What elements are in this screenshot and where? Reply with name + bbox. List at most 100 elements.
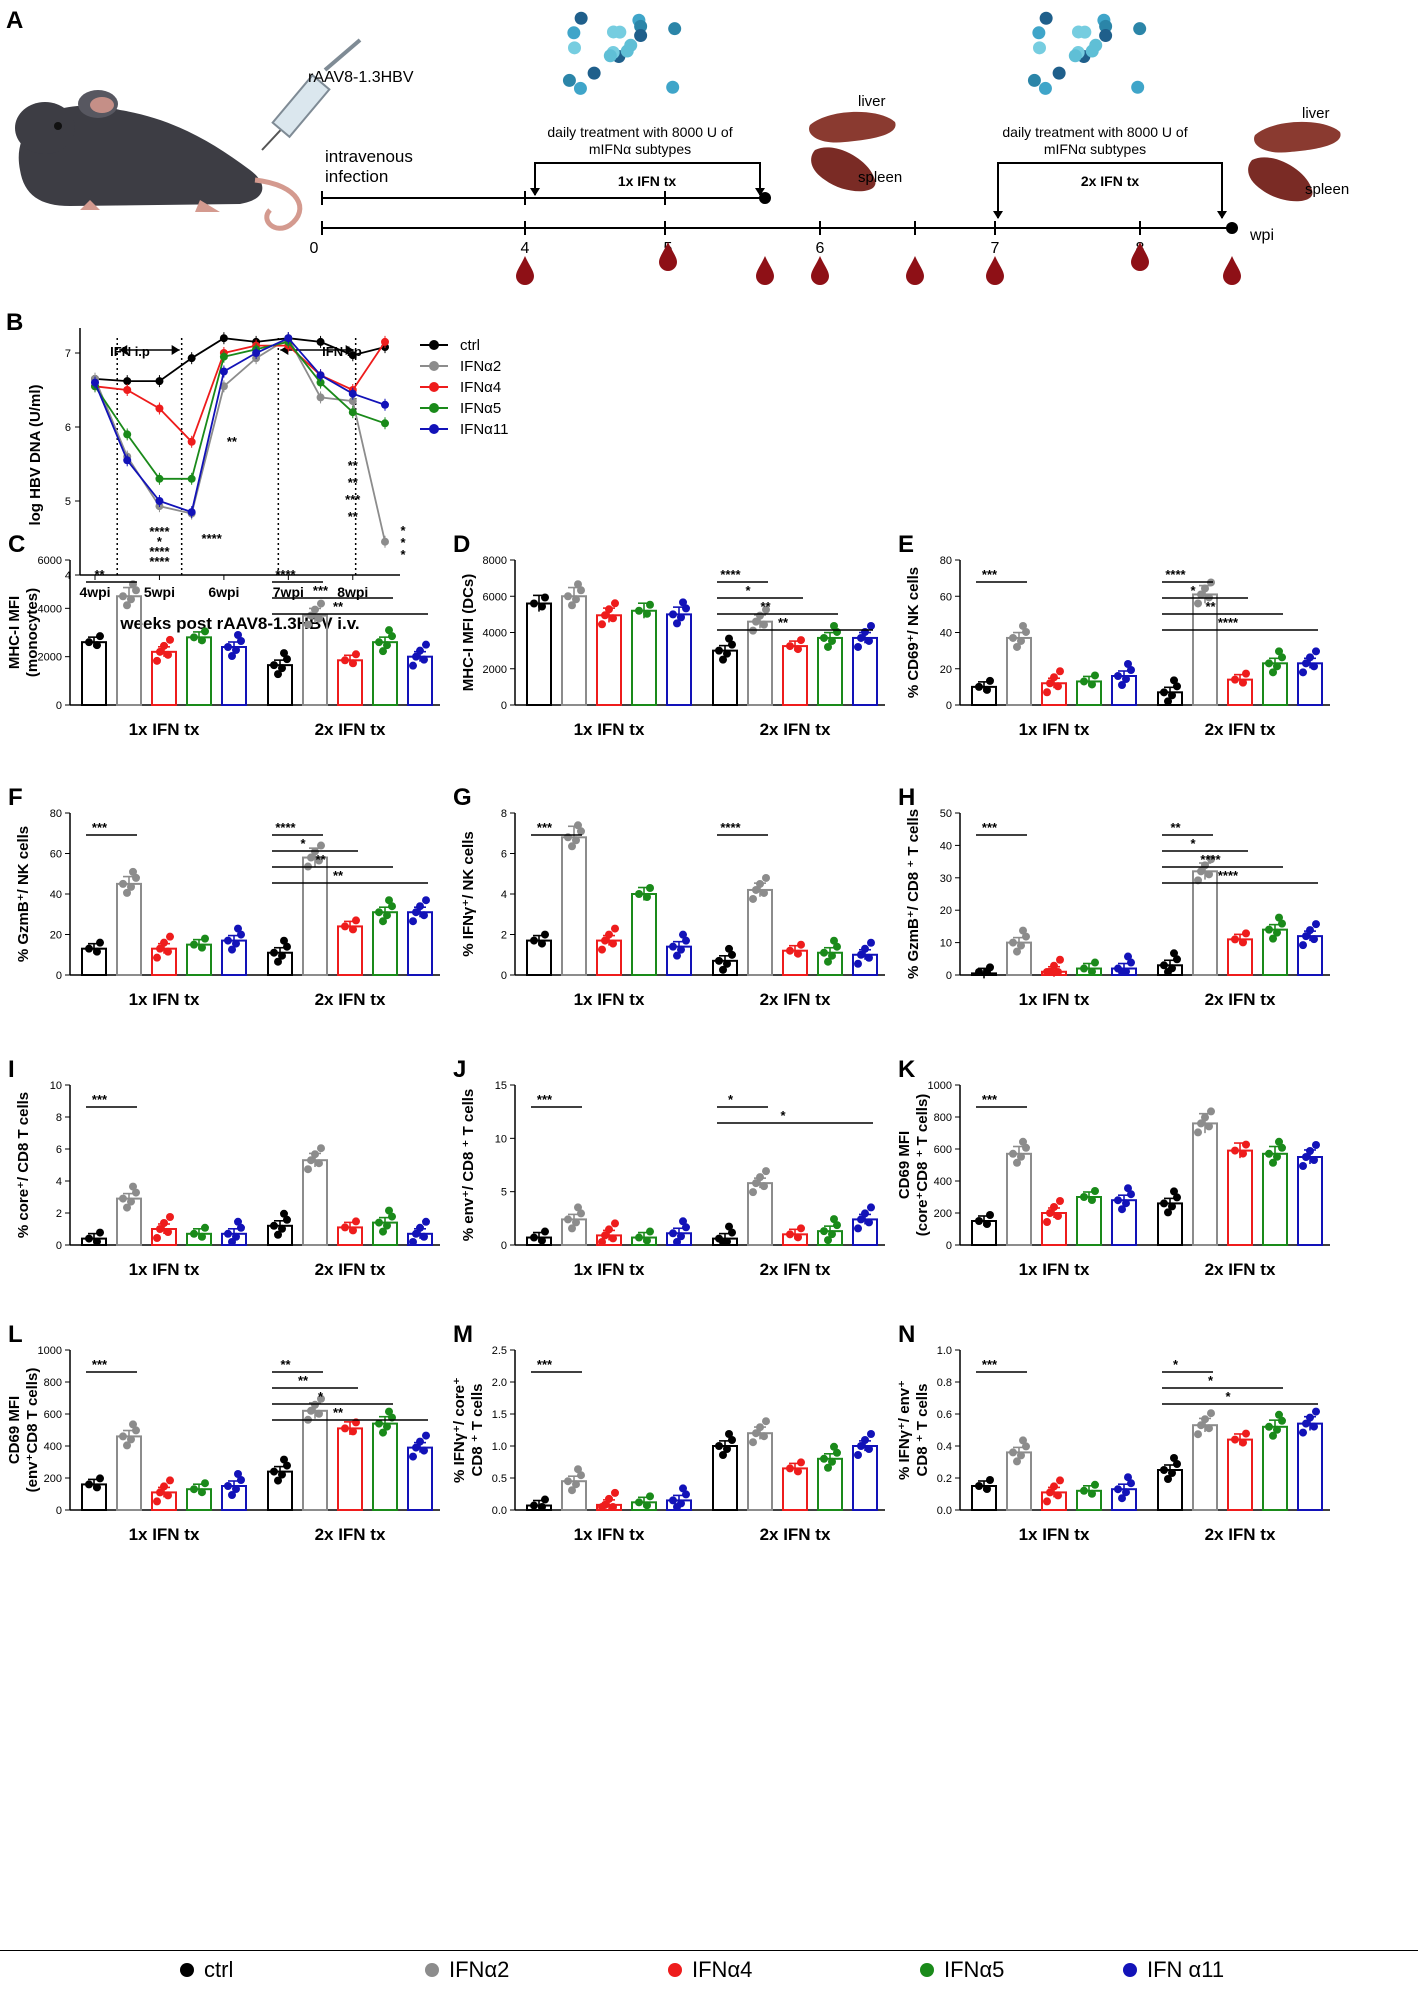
data-point (646, 1492, 654, 1501)
data-point (166, 1213, 174, 1221)
data-point (1312, 647, 1320, 656)
data-point (861, 944, 869, 953)
data-point (1022, 932, 1030, 941)
data-point (682, 936, 690, 945)
data-point (1197, 867, 1205, 876)
sig-stars: **** (1218, 868, 1239, 883)
data-point (201, 934, 209, 943)
data-point (1302, 932, 1310, 941)
injection-label: rAAV8-1.3HBV (308, 69, 414, 86)
timeline-ticks: 045678 (310, 221, 1145, 257)
data-point (1091, 1480, 1099, 1489)
data-point (1091, 1187, 1099, 1195)
sig-stars: *** (537, 820, 553, 835)
data-point (156, 944, 164, 953)
data-point (643, 893, 651, 901)
data-point (311, 1150, 319, 1159)
panel-b-ytick-label: 5 (65, 496, 71, 508)
data-point (828, 636, 836, 645)
data-point (385, 626, 393, 635)
data-point (166, 1476, 174, 1485)
molecule-dot (1068, 49, 1082, 63)
group-label: 1x IFN tx (129, 1260, 200, 1279)
data-point (1205, 1122, 1213, 1131)
data-point (1299, 668, 1307, 677)
data-point (1009, 1149, 1017, 1158)
liver-label-2: liver (1302, 105, 1330, 122)
data-point (1278, 1416, 1286, 1425)
sig-stars: **** (1200, 852, 1221, 867)
sig-stars: *** (537, 1357, 553, 1372)
data-point (304, 1165, 312, 1174)
legend-label: IFN α11 (1147, 1957, 1225, 1982)
infection-label-1: intravenous (325, 147, 413, 166)
data-point (190, 1229, 198, 1238)
data-point (383, 911, 391, 920)
data-point (422, 896, 430, 905)
group-label: 2x IFN tx (1205, 1525, 1276, 1544)
data-point (723, 649, 731, 658)
data-point (237, 1476, 245, 1484)
data-point (749, 1188, 757, 1197)
data-point (601, 936, 609, 945)
data-point (224, 936, 232, 945)
data-point (1164, 1208, 1172, 1217)
panel-b-xtick-label: 4wpi (79, 584, 110, 600)
data-point (854, 642, 862, 651)
group-label: 1x IFN tx (1019, 720, 1090, 739)
legend-label: ctrl (204, 1957, 234, 1982)
data-point (1017, 1451, 1025, 1460)
data-point (201, 1479, 209, 1488)
data-point (341, 656, 349, 665)
data-point (577, 1209, 585, 1218)
data-point (85, 638, 93, 647)
data-point (1124, 1473, 1132, 1482)
data-point (341, 922, 349, 931)
molecule-dot (1032, 26, 1046, 40)
data-point (1022, 1143, 1030, 1152)
data-point (605, 1494, 613, 1503)
data-point (1299, 1428, 1307, 1437)
molecule-dot (666, 80, 680, 94)
data-point (541, 930, 549, 939)
data-point (237, 1223, 245, 1232)
data-point (375, 1419, 383, 1428)
ytick-label: 60 (50, 849, 62, 861)
data-point (1043, 688, 1051, 697)
panel-b-chart: 4 5 6 7 4wpi 5wpi 6wpi 7wpi 8wpi (65, 328, 400, 600)
sig-6wpi: ** (227, 434, 238, 449)
data-point (865, 636, 873, 645)
data-point-IFNa4 (155, 404, 164, 413)
data-point (420, 1232, 428, 1241)
ifn-ip-label-2: IFN i.p (322, 344, 362, 359)
sig-8wpi: ** (348, 509, 359, 524)
data-point (723, 959, 731, 968)
data-point (164, 1491, 172, 1500)
sig-stars: *** (982, 1357, 998, 1372)
data-point (224, 1229, 232, 1238)
bar-IFNa2 (561, 595, 587, 706)
data-point (1054, 968, 1062, 976)
data-point (725, 1222, 733, 1231)
data-point (1080, 677, 1088, 686)
data-point (416, 902, 424, 911)
series-line-ctrl (94, 337, 386, 383)
data-point (127, 595, 135, 604)
data-point (830, 1215, 838, 1224)
group-label: 1x IFN tx (1019, 990, 1090, 1009)
data-point (725, 634, 733, 643)
data-point (385, 1407, 393, 1416)
data-point (530, 599, 538, 608)
series-line-IFNa11 (94, 337, 386, 514)
panel-k: K 0 200 400 600 800 1000 CD69 MFI (core⁺CD8 ⁺ T … (896, 1056, 1330, 1279)
panel-b-ylabel: log HBV DNA (U/ml) (27, 384, 44, 525)
ytick-label: 2 (501, 930, 507, 942)
data-point (1231, 675, 1239, 684)
panel-letter: K (898, 1056, 916, 1083)
blood-drop-icon (1223, 256, 1241, 285)
data-point (1043, 1218, 1051, 1226)
data-point (129, 1420, 137, 1429)
data-point (725, 944, 733, 953)
data-point (1242, 669, 1250, 678)
data-point (854, 959, 862, 968)
